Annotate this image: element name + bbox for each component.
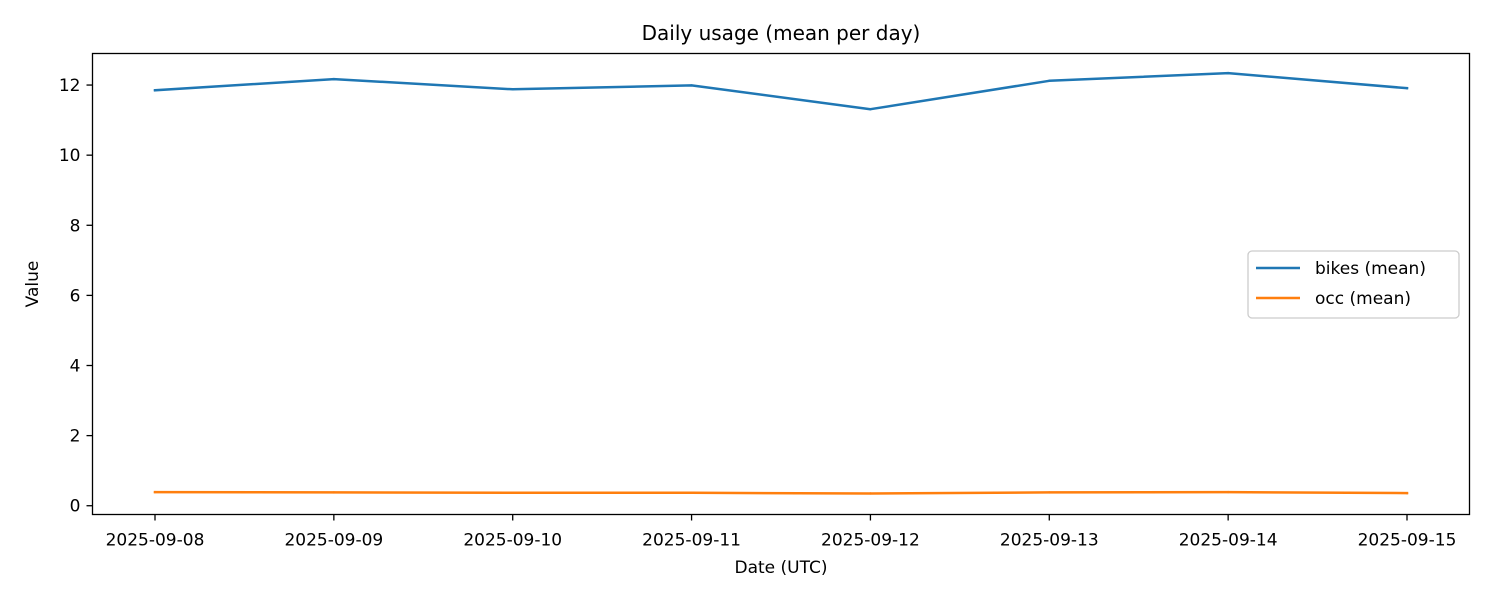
y-tick-label: 10 bbox=[59, 146, 81, 166]
data-point bbox=[1048, 491, 1051, 494]
data-point bbox=[1405, 491, 1409, 495]
chart-title: Daily usage (mean per day) bbox=[642, 21, 921, 45]
data-point bbox=[1226, 490, 1230, 494]
data-point bbox=[869, 492, 872, 495]
series-lines bbox=[153, 71, 1409, 495]
legend-label-bikes: bikes (mean) bbox=[1315, 259, 1426, 279]
data-point bbox=[690, 491, 693, 494]
x-tick-label: 2025-09-11 bbox=[642, 531, 741, 551]
data-point bbox=[1405, 87, 1409, 90]
data-point bbox=[153, 490, 157, 494]
y-tick-label: 0 bbox=[70, 497, 81, 517]
data-point bbox=[1226, 71, 1230, 75]
x-axis: 2025-09-08 2025-09-09 2025-09-10 2025-09-11… bbox=[106, 514, 1457, 551]
y-tick-label: 8 bbox=[70, 216, 81, 236]
data-point bbox=[332, 77, 336, 81]
legend-box bbox=[1247, 250, 1460, 319]
data-point bbox=[869, 108, 872, 111]
x-tick-label: 2025-09-09 bbox=[284, 531, 383, 551]
data-point bbox=[1048, 79, 1051, 83]
series-line-1 bbox=[153, 490, 1409, 495]
x-tick-label: 2025-09-08 bbox=[106, 531, 205, 551]
x-axis-label: Date (UTC) bbox=[734, 558, 827, 578]
legend: bikes (mean) occ (mean) bbox=[1247, 250, 1460, 319]
y-tick-label: 6 bbox=[70, 286, 81, 306]
x-tick-label: 2025-09-13 bbox=[1000, 531, 1099, 551]
x-tick-label: 2025-09-12 bbox=[821, 531, 920, 551]
plot-area bbox=[91, 52, 1471, 516]
y-tick-label: 4 bbox=[70, 357, 81, 377]
data-point bbox=[511, 491, 514, 494]
data-point bbox=[511, 88, 514, 91]
x-tick-label: 2025-09-10 bbox=[463, 531, 562, 551]
y-axis-label: Value bbox=[23, 261, 43, 308]
legend-label-occ: occ (mean) bbox=[1315, 289, 1411, 309]
x-tick-label: 2025-09-14 bbox=[1179, 531, 1278, 551]
y-tick-label: 12 bbox=[59, 76, 81, 96]
data-point bbox=[153, 89, 157, 92]
data-point bbox=[690, 84, 693, 87]
data-point bbox=[332, 491, 336, 494]
series-line-0 bbox=[153, 71, 1409, 111]
y-tick-label: 2 bbox=[70, 427, 81, 447]
y-axis: 0 2 4 6 8 10 12 bbox=[59, 76, 93, 517]
x-tick-label: 2025-09-15 bbox=[1358, 531, 1457, 551]
